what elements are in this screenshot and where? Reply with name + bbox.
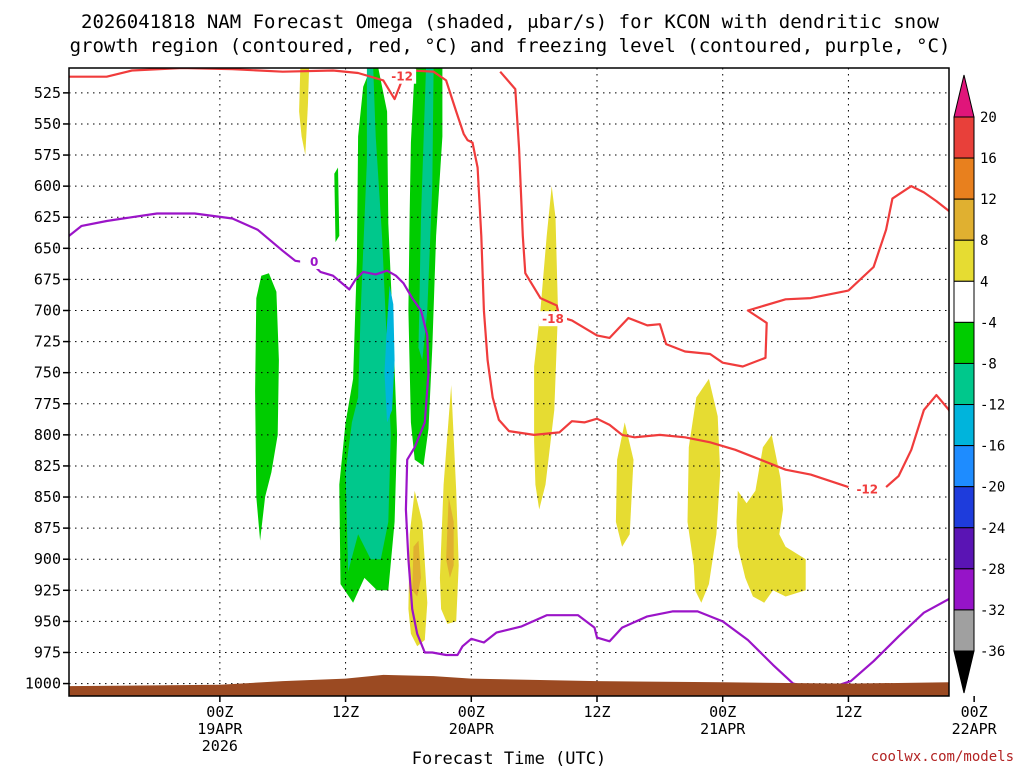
x-tick-label: 12Z: [332, 703, 359, 721]
terrain-layer: [69, 674, 949, 696]
y-tick-label: 825: [34, 457, 61, 475]
y-tick-label: 600: [34, 177, 61, 195]
y-tick-label: 900: [34, 550, 61, 568]
colorbar-bin: [953, 280, 975, 323]
omega-area: [345, 68, 391, 572]
contour-label-bg: [300, 253, 329, 269]
colorbar-bin: [953, 527, 975, 570]
x-tick-label: 00Z: [709, 703, 736, 721]
y-tick-label: 850: [34, 488, 61, 506]
x-tick-label: 00Z: [458, 703, 485, 721]
omega-area: [615, 422, 634, 547]
omega-shading-layer: [255, 68, 1019, 647]
plot-area: -12 -18 -12 0: [69, 68, 1019, 696]
chart-title-line1: 2026041818 NAM Forecast Omega (shaded, μ…: [81, 11, 939, 33]
contour-label-bg: [539, 311, 567, 327]
x-tick-label: 2026: [202, 737, 238, 755]
colorbar-bottom-arrow: [953, 650, 975, 694]
colorbar-label: 16: [980, 151, 997, 167]
omega-area: [983, 522, 994, 646]
colorbar-label: 8: [980, 233, 988, 249]
omega-area: [412, 540, 421, 597]
colorbar-label: -8: [980, 356, 997, 372]
contour-label: 0: [310, 255, 318, 269]
omega-area: [418, 68, 434, 361]
omega-area: [334, 167, 340, 243]
y-tick-label: 725: [34, 333, 61, 351]
colorbar-label: -20: [980, 480, 1005, 496]
omega-area: [384, 285, 395, 423]
y-tick-label: 925: [34, 581, 61, 599]
plot-frame: [68, 67, 950, 697]
grid-layer: [69, 68, 949, 696]
axis-layer: 525 550 575 600 625 650 675 700 725 750 775 800 825 8…: [25, 84, 998, 755]
y-tick-label: 775: [34, 395, 61, 413]
omega-area: [1016, 89, 1019, 136]
y-tick-label: 675: [34, 270, 61, 288]
y-tick-label: 525: [34, 84, 61, 102]
colorbar-label: -36: [980, 644, 1005, 660]
x-tick-label: 19APR: [197, 720, 243, 738]
colorbar-bin: [953, 362, 975, 406]
contour-label-bg: [853, 481, 882, 497]
colorbar-bin: [953, 486, 975, 529]
colorbar-label: -24: [980, 521, 1005, 537]
colorbar-label: -28: [980, 562, 1005, 578]
x-tick-label: 12Z: [835, 703, 862, 721]
contour-label-bg: [388, 68, 417, 84]
y-tick-label: 750: [34, 364, 61, 382]
credit-text: coolwx.com/models: [871, 749, 1014, 765]
y-tick-label: 650: [34, 239, 61, 257]
contour-label: -12: [391, 70, 413, 84]
y-tick-label: 950: [34, 612, 61, 630]
y-tick-label: 1000: [25, 675, 61, 693]
colorbar-bin: [953, 239, 975, 282]
colorbar-bin: [953, 116, 975, 159]
colorbar-bin: [953, 157, 975, 200]
omega-area: [255, 273, 279, 541]
y-tick-label: 975: [34, 643, 61, 661]
colorbar-bin: [953, 609, 975, 652]
omega-area: [446, 497, 454, 578]
colorbar-bin: [953, 404, 975, 447]
omega-area: [736, 434, 806, 603]
omega-area: [299, 68, 310, 155]
dgz-contour: [885, 394, 949, 488]
colorbar-top-arrow: [953, 74, 975, 118]
dgz-contour: [69, 68, 849, 489]
omega-area: [534, 186, 558, 510]
x-tick-label: 20APR: [449, 720, 495, 738]
colorbar-label: -32: [980, 603, 1005, 619]
contour-label: -12: [856, 483, 878, 497]
chart-title-line2: growth region (contoured, red, °C) and f…: [70, 35, 951, 57]
colorbar-bin: [953, 321, 975, 364]
x-tick-label: 00Z: [206, 703, 233, 721]
colorbar-bin: [953, 568, 975, 611]
y-tick-label: 800: [34, 426, 61, 444]
colorbar-label: 20: [980, 110, 997, 126]
colorbar-label: -4: [980, 315, 997, 331]
x-tick-label: 22APR: [952, 720, 998, 738]
x-tick-label: 21APR: [700, 720, 746, 738]
x-tick-label: 12Z: [583, 703, 610, 721]
colorbar: 20 16 12 8 4 -4 -8 -12 -16 -20 -24 -28 -32 -36: [953, 74, 1005, 694]
colorbar-bin: [953, 445, 975, 488]
colorbar-label: -16: [980, 439, 1005, 455]
colorbar-bin: [953, 198, 975, 241]
y-tick-label: 575: [34, 146, 61, 164]
y-tick-label: 550: [34, 115, 61, 133]
y-tick-label: 875: [34, 519, 61, 537]
colorbar-label: 4: [980, 274, 988, 290]
y-tick-label: 625: [34, 208, 61, 226]
terrain-fill: [69, 674, 949, 696]
dgz-contour: [499, 70, 949, 368]
omega-area: [687, 378, 721, 603]
colorbar-label: -12: [980, 398, 1005, 414]
x-tick-label: 00Z: [961, 703, 988, 721]
contour-label: -18: [542, 312, 564, 326]
colorbar-label: 12: [980, 192, 997, 208]
y-tick-label: 700: [34, 301, 61, 319]
x-axis-label: Forecast Time (UTC): [412, 749, 606, 768]
